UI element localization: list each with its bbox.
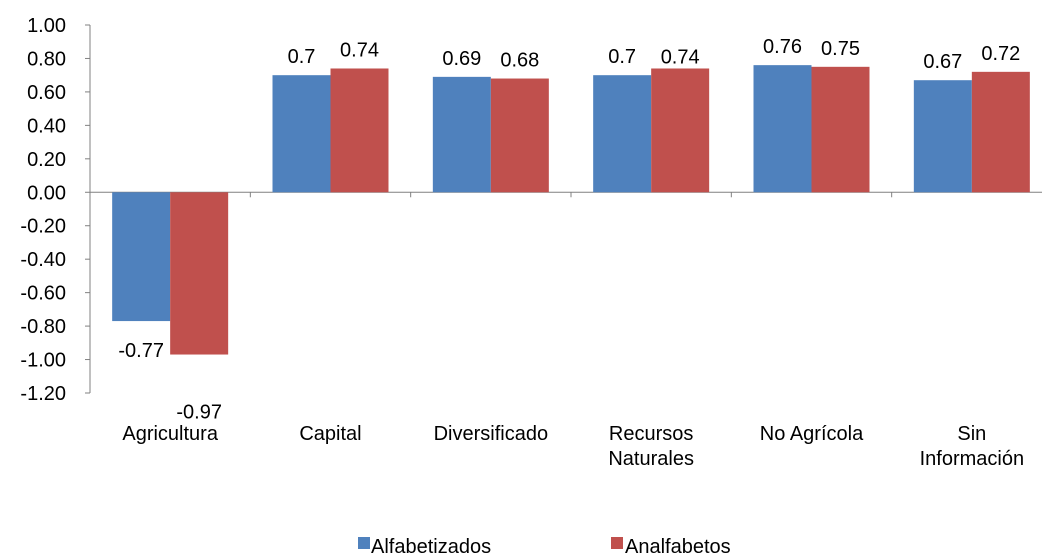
category-label: Agricultura [122,423,218,445]
y-tick-label: 0.60 [27,82,66,104]
bar-alfabetizados [753,65,812,193]
y-tick-label: -0.80 [20,316,66,338]
y-tick-label: -0.60 [20,283,66,305]
bar-analfabetos [971,71,1030,193]
y-tick-label: -1.00 [20,350,66,372]
category-label: No Agrícola [760,423,864,445]
data-label: 0.67 [923,51,962,73]
chart-data-labels: -0.77 0.7 0.69 0.7 0.76 0.67 -0.97 0.74 0.68 0.74… [118,36,1020,423]
bar-alfabetizados [913,80,972,193]
data-label: 0.74 [340,39,379,61]
category-label-line: Información [920,448,1025,470]
category-label-line: Capital [299,423,361,445]
category-label: Recursos Naturales [608,423,694,470]
y-tick-label: -1.20 [20,383,66,405]
legend-swatch-alfabetizados [358,537,370,549]
y-tick-label: 0.00 [27,182,66,204]
y-tick-label: -0.20 [20,216,66,238]
data-label: -0.97 [176,402,222,424]
y-tick-label: 0.80 [27,48,66,70]
category-label-line: Sin [957,423,986,445]
chart-axes: 1.00 0.80 0.60 0.40 0.20 0.00 -0.20 -0.40 -0.60 -… [20,15,1042,470]
bar-alfabetizados [272,75,331,193]
bar-alfabetizados [432,76,491,193]
category-label-line: Naturales [608,448,694,470]
data-label: 0.75 [821,38,860,60]
bar-analfabetos [170,192,229,355]
y-tick-label: 0.40 [27,115,66,137]
bar-analfabetos [811,66,870,193]
category-label-line: Agricultura [122,423,218,445]
bar-analfabetos [490,78,549,193]
chart-bars [112,65,1030,355]
category-label: Diversificado [434,423,548,445]
bar-alfabetizados [593,75,652,193]
category-label-line: Recursos [609,423,693,445]
category-label-line: No Agrícola [760,423,864,445]
data-label: 0.72 [981,43,1020,65]
y-tick-label: 1.00 [27,15,66,37]
bar-alfabetizados [112,192,171,322]
y-tick-label: -0.40 [20,249,66,271]
data-label: 0.68 [500,50,539,72]
legend-label: Alfabetizados [371,536,491,554]
bar-analfabetos [651,68,710,193]
category-label: Sin Información [920,423,1025,470]
data-label: 0.74 [661,46,700,68]
data-label: 0.7 [288,46,316,68]
data-label: 0.69 [442,48,481,70]
bar-analfabetos [330,68,389,193]
data-label: -0.77 [118,340,164,362]
chart-legend: Alfabetizados Analfabetos [358,536,731,554]
data-label: 0.76 [763,36,802,58]
data-label: 0.7 [608,46,636,68]
y-tick-label: 0.20 [27,149,66,171]
category-label-line: Diversificado [434,423,548,445]
legend-label: Analfabetos [625,536,731,554]
legend-swatch-analfabetos [611,537,623,549]
category-label: Capital [299,423,361,445]
